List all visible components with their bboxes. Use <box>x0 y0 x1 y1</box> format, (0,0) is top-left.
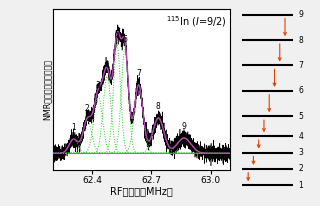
Text: 4: 4 <box>299 132 303 141</box>
Text: 9: 9 <box>181 122 187 131</box>
Text: 6: 6 <box>122 35 127 44</box>
Text: 1: 1 <box>299 181 303 190</box>
Text: 7: 7 <box>136 69 141 78</box>
Text: 3: 3 <box>299 148 303 157</box>
Text: 5: 5 <box>115 30 119 39</box>
Text: 9: 9 <box>299 10 303 19</box>
Text: 2: 2 <box>299 164 303 173</box>
Text: 8: 8 <box>299 35 303 44</box>
Text: 1: 1 <box>71 123 76 132</box>
Text: 2: 2 <box>85 104 90 113</box>
Text: 6: 6 <box>299 86 303 95</box>
Text: 7: 7 <box>299 61 303 70</box>
X-axis label: RF周波数（MHz）: RF周波数（MHz） <box>110 186 173 196</box>
Text: $^{115}$In ($\mathit{I}$=9/2): $^{115}$In ($\mathit{I}$=9/2) <box>166 14 227 29</box>
Y-axis label: NMR信号（抵抗変化量）: NMR信号（抵抗変化量） <box>43 59 52 120</box>
Text: 3: 3 <box>96 81 100 90</box>
Text: 4: 4 <box>105 61 109 70</box>
Text: 8: 8 <box>156 102 161 111</box>
Text: 5: 5 <box>299 112 303 121</box>
